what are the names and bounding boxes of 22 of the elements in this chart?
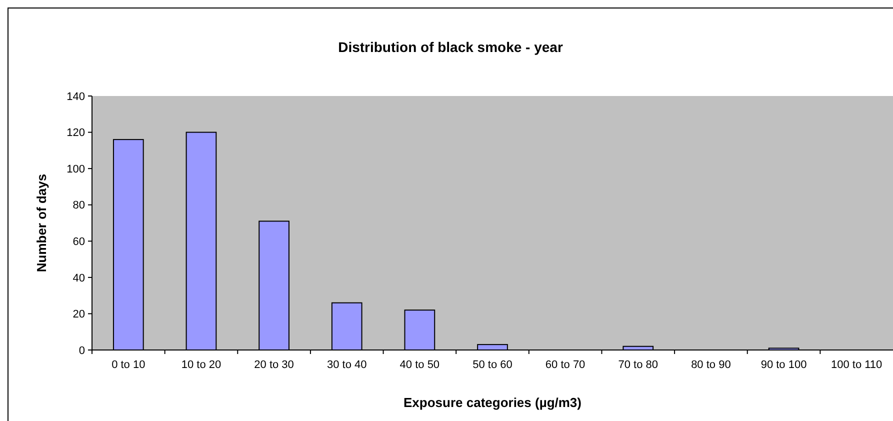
y-tick-label: 100 xyxy=(66,163,85,176)
x-tick-label: 10 to 20 xyxy=(181,359,222,371)
x-tick-label: 30 to 40 xyxy=(326,359,367,371)
x-tick-label: 100 to 110 xyxy=(830,359,882,371)
y-tick-label: 120 xyxy=(66,127,85,140)
x-tick-label: 0 to 10 xyxy=(112,359,146,371)
x-tick-label: 60 to 70 xyxy=(545,359,586,371)
y-axis-title: Number of days xyxy=(34,174,49,272)
x-tick-label: 50 to 60 xyxy=(472,359,512,371)
y-tick-label: 20 xyxy=(72,308,85,321)
chart-title: Distribution of black smoke - year xyxy=(338,39,564,55)
x-tick-label: 40 to 50 xyxy=(400,359,440,371)
x-tick-label: 90 to 100 xyxy=(760,359,807,371)
y-tick-label: 140 xyxy=(66,90,85,103)
x-tick-label: 20 to 30 xyxy=(254,359,294,371)
x-tick-label: 70 to 80 xyxy=(618,359,658,371)
x-tick-label: 80 to 90 xyxy=(691,359,731,371)
y-tick-label: 80 xyxy=(72,200,85,212)
y-tick-label: 40 xyxy=(72,272,85,284)
x-axis-title: Exposure categories (µg/m3) xyxy=(404,395,582,410)
y-tick-label: 60 xyxy=(72,236,85,248)
y-tick-label: 0 xyxy=(78,344,85,357)
